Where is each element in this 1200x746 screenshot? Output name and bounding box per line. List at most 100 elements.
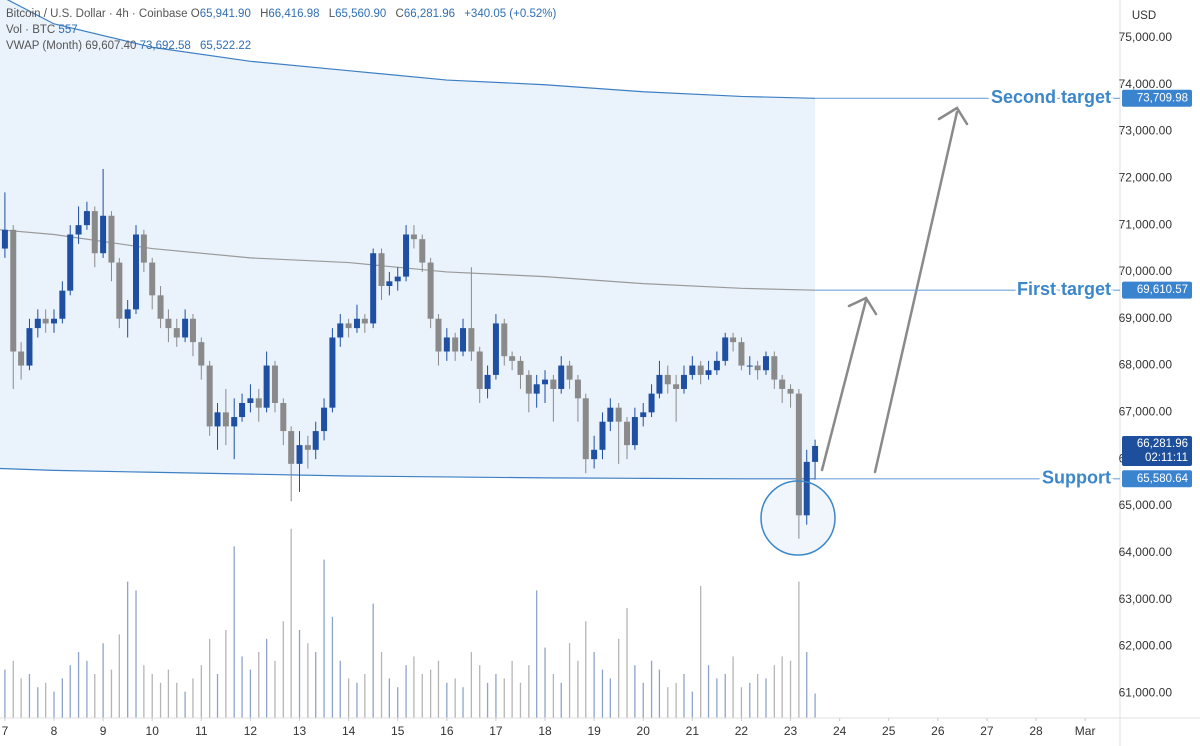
candle-body xyxy=(255,398,262,408)
x-tick-label: Mar xyxy=(1075,724,1096,738)
candle-body xyxy=(607,407,614,422)
candle-body xyxy=(353,318,360,329)
candle-body xyxy=(468,328,475,352)
candle-body xyxy=(361,318,368,324)
candle-body xyxy=(803,461,810,516)
y-tick-label: 74,000.00 xyxy=(1119,77,1173,91)
candle-body xyxy=(140,234,147,263)
candle-body xyxy=(288,431,295,464)
candle-body xyxy=(746,365,753,367)
y-tick-label: 67,000.00 xyxy=(1119,405,1173,419)
x-tick-label: 25 xyxy=(882,724,896,738)
candle-body xyxy=(812,445,819,462)
x-tick-label: 9 xyxy=(100,724,107,738)
symbol: Bitcoin / U.S. Dollar · 4h · Coinbase xyxy=(6,8,188,20)
candle-body xyxy=(263,365,270,408)
candle-body xyxy=(10,229,17,352)
candle-body xyxy=(631,417,638,446)
x-tick-label: 7 xyxy=(2,724,9,738)
y-tick-label: 73,000.00 xyxy=(1119,124,1173,138)
y-tick-label: 72,000.00 xyxy=(1119,171,1173,185)
candle-body xyxy=(762,356,769,371)
level-label: Second target xyxy=(991,87,1111,107)
candle-body xyxy=(59,290,66,319)
candle-body xyxy=(280,402,287,432)
candle-body xyxy=(435,318,442,352)
x-tick-label: 15 xyxy=(391,724,405,738)
candle-body xyxy=(501,323,508,357)
candle-body xyxy=(378,253,385,286)
candle-body xyxy=(214,412,221,427)
arrow xyxy=(820,298,868,472)
candle-body xyxy=(427,262,434,319)
symbol-line: Bitcoin / U.S. Dollar · 4h · Coinbase O6… xyxy=(6,6,562,22)
candle-body xyxy=(182,318,189,338)
candle-body xyxy=(566,365,573,380)
x-tick-label: 8 xyxy=(51,724,58,738)
candle-body xyxy=(157,295,164,319)
y-tick-label: 63,000.00 xyxy=(1119,592,1173,606)
candle-body xyxy=(18,351,25,366)
candle-body xyxy=(386,281,393,286)
ohlc-key: L xyxy=(328,8,336,20)
vwap-value: 69,607.40 xyxy=(85,40,137,52)
candle-body xyxy=(1,229,8,249)
y-tick-label: 68,000.00 xyxy=(1119,358,1173,372)
ohlc-value: 66,416.98 xyxy=(268,8,320,20)
candle-body xyxy=(116,262,123,319)
candle-body xyxy=(222,412,229,427)
candle-body xyxy=(509,356,516,361)
volume-line: Vol · BTC 557 xyxy=(6,22,562,38)
arrow-head xyxy=(847,296,878,316)
candle-body xyxy=(574,379,581,399)
candle-body xyxy=(599,421,606,450)
level-price-label: 65,580.64 xyxy=(1137,473,1189,485)
level-price-box xyxy=(1122,89,1192,107)
arrow-head xyxy=(937,106,969,126)
candle-body xyxy=(75,225,82,235)
highlight-circle xyxy=(760,480,836,556)
vwap-lower xyxy=(0,467,816,480)
x-tick-label: 19 xyxy=(587,724,601,738)
candle-body xyxy=(189,318,196,343)
y-tick-label: 61,000.00 xyxy=(1119,685,1173,699)
candle-body xyxy=(26,328,33,366)
plot-area xyxy=(0,0,819,718)
candle-body xyxy=(67,234,74,291)
volume-label: Vol · BTC xyxy=(6,24,56,36)
ohlc-value: 65,560.90 xyxy=(335,8,387,20)
candle-body xyxy=(771,356,778,380)
candle-body xyxy=(394,276,401,282)
currency-label: USD xyxy=(1132,10,1156,22)
x-tick-label: 21 xyxy=(686,724,700,738)
candle-body xyxy=(476,351,483,389)
candle-body xyxy=(165,318,172,329)
level-price-box xyxy=(1122,470,1192,488)
arrow xyxy=(873,110,959,474)
candle-body xyxy=(689,365,696,375)
change: +340.05 (+0.52%) xyxy=(464,8,557,20)
candle-body xyxy=(533,384,540,394)
candle-body xyxy=(83,211,90,226)
x-tick-label: 23 xyxy=(784,724,798,738)
candle-body xyxy=(91,211,98,254)
candle-body xyxy=(206,365,213,427)
projection-arrows xyxy=(820,106,969,474)
ohlc-key: H xyxy=(260,8,269,20)
candle-body xyxy=(680,374,687,389)
candle-body xyxy=(738,342,745,366)
candle-body xyxy=(271,365,278,403)
candle-body xyxy=(239,402,246,418)
legend-header: Bitcoin / U.S. Dollar · 4h · Coinbase O6… xyxy=(6,6,562,54)
candle-body xyxy=(779,379,786,389)
level-price-label: 69,610.57 xyxy=(1137,284,1188,296)
volume-value: 557 xyxy=(58,24,78,36)
candle-body xyxy=(624,421,631,446)
candle-body xyxy=(664,374,671,385)
y-tick-label: 64,000.00 xyxy=(1119,545,1173,559)
x-tick-label: 13 xyxy=(293,724,307,738)
ohlc-key: C xyxy=(395,8,404,20)
vwap-value: 65,522.22 xyxy=(200,40,252,52)
candle-body xyxy=(124,309,131,319)
candle-body xyxy=(517,360,524,375)
